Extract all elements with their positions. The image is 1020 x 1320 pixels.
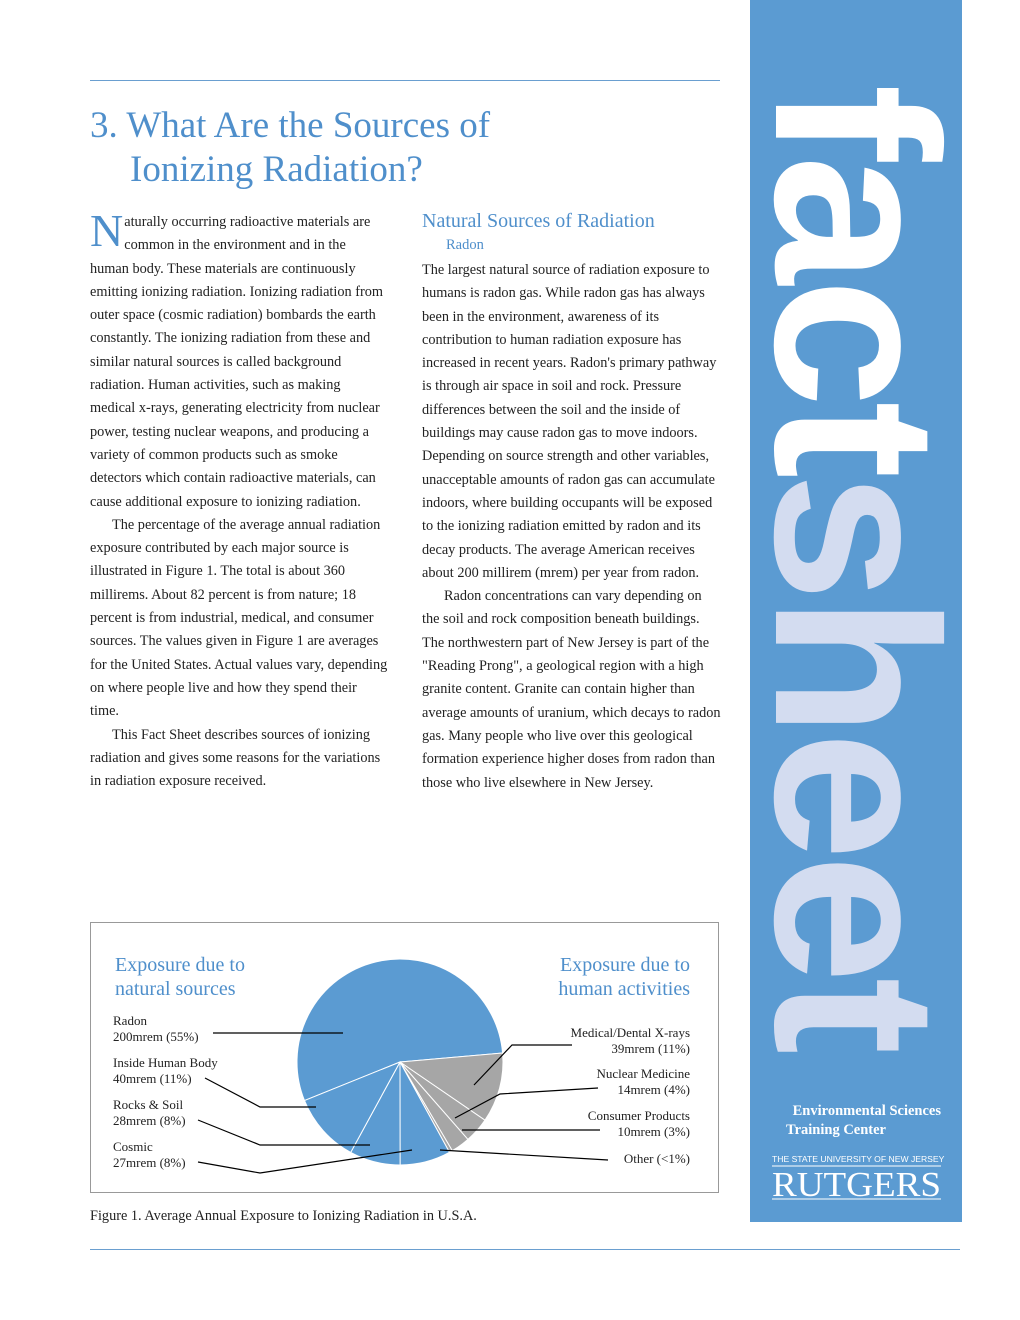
- slice-label: Consumer Products: [587, 1108, 690, 1123]
- university-logo: RUTGERS: [772, 1165, 941, 1204]
- paragraph: Radon concentrations can vary depending …: [422, 588, 721, 791]
- right-column: Natural Sources of Radiation Radon The l…: [422, 208, 722, 795]
- org-name: Environmental Sciences: [793, 1103, 942, 1119]
- slice-label: Rocks & Soil: [113, 1097, 184, 1112]
- slice-label: Other (<1%): [623, 1151, 690, 1166]
- slice-value-label: 28mrem (8%): [113, 1113, 186, 1128]
- paragraph: The largest natural source of radiation …: [422, 262, 717, 581]
- top-rule: [90, 80, 720, 81]
- pie-slice: [296, 958, 504, 1102]
- slice-value-label: 40mrem (11%): [113, 1071, 192, 1086]
- sidebar-panel: [750, 0, 962, 1222]
- drop-cap: N: [90, 205, 124, 256]
- factsheet-wordmark: factsheet: [750, 84, 962, 1052]
- group-title: Exposure due to natural sources: [115, 954, 245, 1000]
- slice-value-label: 14mrem (4%): [617, 1082, 690, 1097]
- slice-label: Nuclear Medicine: [596, 1066, 690, 1081]
- slice-label: Medical/Dental X-rays: [570, 1025, 690, 1040]
- paragraph: This Fact Sheet describes sources of ion…: [90, 726, 381, 790]
- university-name: THE STATE UNIVERSITY OF NEW JERSEY: [772, 1154, 945, 1164]
- slice-value-label: 39mrem (11%): [611, 1041, 690, 1056]
- wordmark-part: sheet: [750, 473, 962, 1053]
- section-heading: Natural Sources of Radiation: [422, 210, 655, 232]
- group-title: Exposure due to human activities: [558, 954, 690, 1000]
- title: 3. What Are the Sources of Ionizing Radi…: [90, 105, 491, 190]
- left-column: N aturally occurring radioactive materia…: [90, 205, 388, 793]
- subheading: Radon: [446, 237, 484, 253]
- paragraph: aturally occurring radioactive materials…: [90, 214, 384, 510]
- figure-box: [90, 922, 719, 1193]
- slice-value-label: (<1%): [656, 1151, 690, 1166]
- slice-label: Inside Human Body: [113, 1055, 218, 1070]
- bottom-rule: [90, 1249, 960, 1250]
- slice-value-label: 27mrem (8%): [113, 1155, 186, 1170]
- slice-value-label: 10mrem (3%): [617, 1124, 690, 1139]
- figure-caption: Figure 1. Average Annual Exposure to Ion…: [90, 1208, 477, 1224]
- org-name: Training Center: [786, 1122, 887, 1138]
- leader-lines: [197, 1032, 609, 1174]
- paragraph: The percentage of the average annual rad…: [90, 516, 388, 720]
- slice-label: Cosmic: [113, 1139, 153, 1154]
- wordmark-part: fact: [750, 84, 962, 476]
- sidebar: factsheet Environmental Sciences Trainin…: [750, 0, 962, 1222]
- slice-value-label: 200mrem (55%): [113, 1029, 199, 1044]
- slice-label: Radon: [113, 1013, 147, 1028]
- pie-slice: [303, 1061, 402, 1154]
